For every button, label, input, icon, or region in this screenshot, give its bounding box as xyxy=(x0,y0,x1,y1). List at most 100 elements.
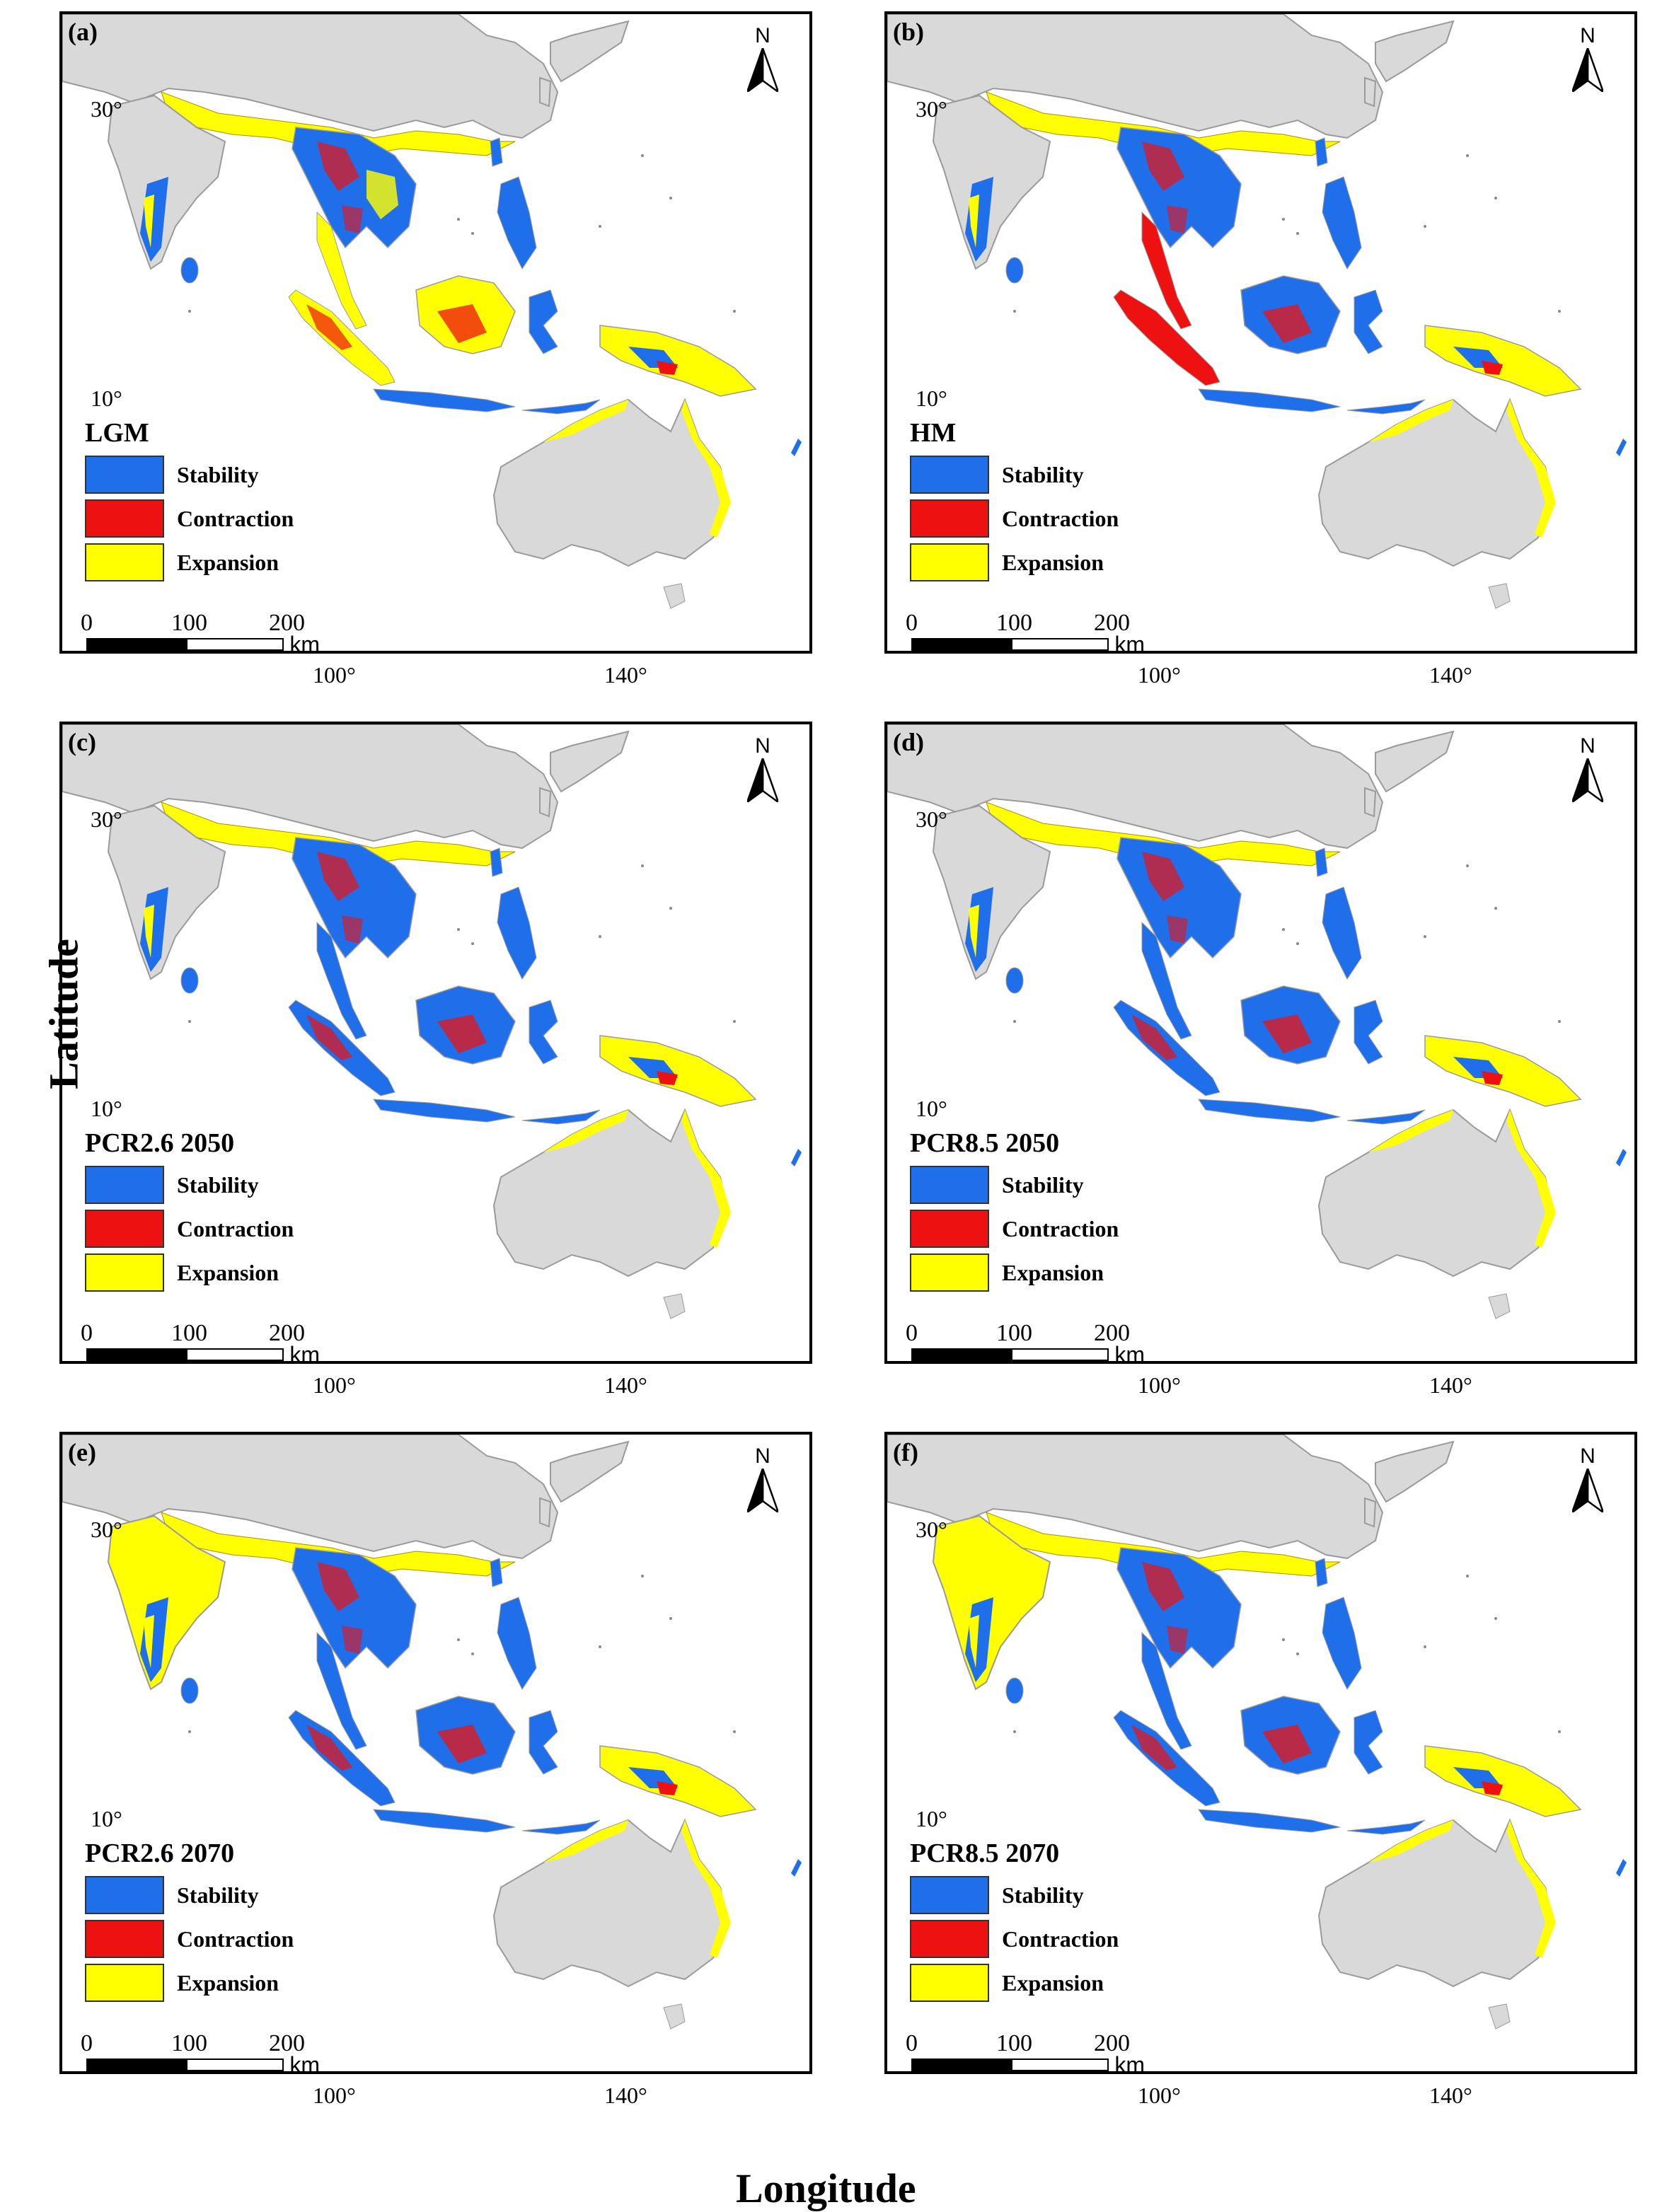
latitude-tick-label: 10° xyxy=(916,1806,947,1831)
north-arrow-icon xyxy=(745,758,780,805)
scale-segment-white xyxy=(1010,638,1109,651)
legend-swatch xyxy=(85,499,164,538)
legend-item: Contraction xyxy=(85,1917,294,1961)
sulawesi xyxy=(529,1710,558,1775)
legend-swatch xyxy=(910,1253,989,1292)
scale-tick-label: 100 xyxy=(996,2030,1032,2056)
north-label: N xyxy=(755,24,771,47)
scale-tick-label: 0 xyxy=(906,1320,918,1346)
legend-item: Stability xyxy=(85,453,294,497)
scenario-title: HM xyxy=(910,418,957,448)
legend-label: Stability xyxy=(177,461,259,487)
new-guinea xyxy=(1424,1035,1582,1107)
malay-peninsula xyxy=(1141,921,1192,1040)
latitude-tick-label: 30° xyxy=(916,1517,947,1542)
sulawesi xyxy=(529,289,558,354)
legend-label: Expansion xyxy=(1002,1259,1104,1285)
scenario-title: LGM xyxy=(85,418,149,448)
legend-swatch xyxy=(85,1920,164,1958)
tasmania xyxy=(663,1293,686,1319)
legend-label: Contraction xyxy=(1002,505,1119,531)
sulawesi xyxy=(1354,1000,1383,1065)
scale-tick-label: 100 xyxy=(171,2030,207,2056)
malay-peninsula xyxy=(316,921,367,1040)
scale-segment-white xyxy=(185,1348,284,1361)
panel-label: (c) xyxy=(68,728,96,756)
north-arrow: N xyxy=(1566,24,1609,95)
malay-peninsula xyxy=(1141,1631,1192,1750)
himalaya-band xyxy=(161,91,516,156)
map-canvas xyxy=(62,724,802,1319)
legend-swatch xyxy=(85,456,164,494)
legend-item: Expansion xyxy=(85,1251,294,1295)
java xyxy=(373,1099,516,1123)
longitude-tick-label: 100° xyxy=(313,662,356,688)
scenario-title: PCR2.6 2050 xyxy=(85,1128,235,1158)
scale-bar: 0 100 200 km xyxy=(81,2030,320,2074)
legend-item: Expansion xyxy=(910,540,1119,584)
legend: PCR2.6 2070 Stability Contraction Expans… xyxy=(85,1838,294,2005)
latitude-tick-label: 30° xyxy=(91,806,122,832)
legend-swatch xyxy=(85,1166,164,1204)
longitude-tick-label: 140° xyxy=(604,2083,647,2108)
scale-unit: km xyxy=(1114,632,1145,654)
scenario-title: PCR8.5 2050 xyxy=(910,1128,1060,1158)
legend-item: Expansion xyxy=(85,540,294,584)
scale-tick-label: 100 xyxy=(171,1320,207,1346)
north-label: N xyxy=(1580,734,1595,758)
north-arrow-icon xyxy=(745,47,780,95)
philippines xyxy=(497,1597,537,1690)
latitude-tick-label: 10° xyxy=(91,1806,122,1831)
latitude-tick-label: 10° xyxy=(916,1096,947,1121)
map-panel-b: (b) 30° 10° N HM Stability Contraction Exp… xyxy=(884,11,1637,654)
scale-tick-label: 0 xyxy=(906,610,918,636)
korea-japan xyxy=(1375,1440,1455,1503)
legend-label: Stability xyxy=(1002,461,1084,487)
java xyxy=(1198,1809,1341,1833)
scale-unit: km xyxy=(289,2052,320,2074)
scale-tick-label: 200 xyxy=(1094,610,1130,636)
scale-tick-label: 200 xyxy=(1094,1320,1130,1346)
scale-bar: 0 100 200 km xyxy=(906,1320,1145,1364)
north-arrow-icon xyxy=(1570,1468,1605,1515)
map-canvas xyxy=(887,14,1627,609)
asia-landmass xyxy=(887,1435,1384,1560)
north-arrow-icon xyxy=(1570,47,1605,95)
scale-tick-label: 100 xyxy=(996,610,1032,636)
map-panel-e: (e) 30° 10° N PCR2.6 2070 Stability Contra… xyxy=(59,1432,812,2074)
scale-tick-label: 200 xyxy=(269,610,305,636)
himalaya-band xyxy=(986,801,1341,867)
panel-label: (b) xyxy=(893,18,924,46)
north-label: N xyxy=(1580,1444,1595,1468)
scale-tick-label: 100 xyxy=(996,1320,1032,1346)
legend: HM Stability Contraction Expansion xyxy=(910,417,1119,584)
map-panel-f: (f) 30° 10° N PCR8.5 2070 Stability Contra… xyxy=(884,1432,1637,2074)
longitude-tick-label: 140° xyxy=(1429,1372,1472,1398)
map-canvas xyxy=(62,14,802,609)
legend-swatch xyxy=(85,1253,164,1292)
latitude-tick-label: 10° xyxy=(91,1096,122,1121)
java xyxy=(1198,1099,1341,1123)
scale-tick-label: 0 xyxy=(81,1320,93,1346)
legend-label: Expansion xyxy=(1002,549,1104,575)
scale-segment-black xyxy=(911,638,1011,651)
longitude-tick-label: 100° xyxy=(1138,662,1181,688)
scale-unit: km xyxy=(1114,1342,1145,1364)
scale-unit: km xyxy=(289,1342,320,1364)
scale-segment-black xyxy=(86,2058,186,2071)
legend-label: Stability xyxy=(1002,1882,1084,1908)
new-guinea xyxy=(599,1035,757,1107)
north-arrow: N xyxy=(1566,734,1609,806)
sulawesi xyxy=(529,1000,558,1065)
latitude-tick-label: 30° xyxy=(91,1517,122,1542)
legend-label: Contraction xyxy=(1002,1215,1119,1241)
java xyxy=(1198,388,1341,412)
korea-japan xyxy=(550,730,630,793)
legend-item: Stability xyxy=(910,453,1119,497)
sulawesi xyxy=(1354,289,1383,354)
legend-item: Contraction xyxy=(910,497,1119,540)
legend-swatch xyxy=(910,1876,989,1914)
scale-segment-black xyxy=(911,1348,1011,1361)
legend: PCR8.5 2070 Stability Contraction Expans… xyxy=(910,1838,1119,2005)
latitude-tick-label: 30° xyxy=(91,96,122,122)
